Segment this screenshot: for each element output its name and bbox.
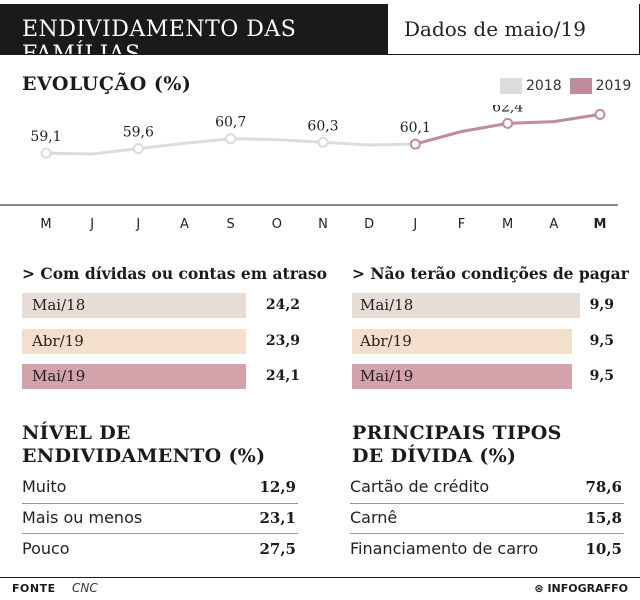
tipos-label-financiamento: Financiamento de carro <box>350 539 539 558</box>
data-label: 62,4 <box>492 105 523 115</box>
title-box: ENDIVIDAMENTO DAS FAMÍLIAS <box>0 4 388 67</box>
footer-source: CNC <box>72 581 98 595</box>
panel-right-label-abr19: Abr/19 <box>360 332 412 350</box>
nivel-label-muito: Muito <box>22 477 67 496</box>
nivel-label-pouco: Pouco <box>22 539 70 558</box>
tipos-value-financiamento: 10,5 <box>585 540 622 558</box>
nivel-title-line1: NÍVEL DE <box>22 422 131 444</box>
data-label: 59,6 <box>123 125 154 141</box>
x-tick-label: N <box>318 217 328 232</box>
data-point-marker <box>317 136 329 148</box>
chart-legend: 2018 2019 <box>500 76 639 96</box>
tipos-title-line1: PRINCIPAIS TIPOS <box>352 422 562 444</box>
data-point-marker <box>409 138 421 150</box>
x-tick-label: A <box>549 217 558 232</box>
data-label: 59,1 <box>30 129 61 145</box>
panel-left-label-mai18: Mai/18 <box>32 296 86 314</box>
data-point-marker <box>132 143 144 155</box>
panel-right-label-mai18: Mai/18 <box>360 296 414 314</box>
panel-right-label-mai19: Mai/19 <box>360 367 414 385</box>
nivel-value-mais-ou-menos: 23,1 <box>259 509 296 527</box>
tipos-value-carne: 15,8 <box>585 509 622 527</box>
x-tick-label: J <box>135 217 140 232</box>
x-tick-label: M <box>594 217 607 232</box>
nivel-divider <box>22 533 298 534</box>
footer-source-label: FONTE <box>12 582 56 595</box>
evolution-title: EVOLUÇÃO (%) <box>22 73 192 95</box>
tipos-label-carne: Carnê <box>350 508 398 527</box>
panel-right-value-mai18: 9,9 <box>589 297 614 313</box>
tipos-label-cartao: Cartão de crédito <box>350 477 490 496</box>
panel-right-value-mai19: 9,5 <box>589 368 614 384</box>
nivel-title-line2: ENDIVIDAMENTO (%) <box>22 445 266 467</box>
legend-label-2019: 2019 <box>595 78 632 94</box>
panel-left-value-mai18: 24,2 <box>265 297 300 313</box>
data-point-marker <box>594 108 606 120</box>
tipos-value-cartao: 78,6 <box>585 478 622 496</box>
panel-left-label-mai19: Mai/19 <box>32 367 86 385</box>
tipos-title-line2: DE DÍVIDA (%) <box>352 445 517 467</box>
data-label: 60,1 <box>400 120 431 136</box>
data-label: 60,3 <box>307 118 338 134</box>
nivel-divider <box>22 503 298 504</box>
tipos-divider <box>350 533 624 534</box>
x-tick-label: A <box>180 217 189 232</box>
panel-right-bar-abr19 <box>352 329 572 354</box>
legend-swatch-2018 <box>500 78 522 94</box>
panel-right-bar-mai18 <box>352 293 580 318</box>
panel-left-bar-mai18 <box>22 293 246 318</box>
data-point-marker <box>40 147 52 159</box>
x-tick-label: S <box>227 217 235 232</box>
legend-swatch-2019 <box>569 78 592 94</box>
panel-left-bar-mai19 <box>22 364 246 389</box>
data-label: 60,7 <box>215 115 246 131</box>
panel-left-value-mai19: 24,1 <box>265 368 300 384</box>
footer-brand: ⊛ INFOGRAFFO <box>534 582 628 595</box>
tipos-divider <box>350 503 624 504</box>
brand-logo-icon: ⊛ <box>534 582 548 595</box>
x-tick-label: D <box>364 217 374 232</box>
footer-divider <box>0 577 640 578</box>
data-point-marker <box>502 117 514 129</box>
nivel-label-mais-ou-menos: Mais ou menos <box>22 508 143 527</box>
panel-right-bar-mai19 <box>352 364 572 389</box>
panel-left-bar-abr19 <box>22 329 246 354</box>
line-chart: 59,1 59,6 60,7 60,3 60,1 62,4 63,4 M J J A S O N D J F M A… <box>0 105 618 232</box>
panel-left-value-abr19: 23,9 <box>265 333 300 349</box>
x-tick-label: J <box>412 217 417 232</box>
legend-label-2018: 2018 <box>526 78 562 94</box>
panel-right-value-abr19: 9,5 <box>589 333 614 349</box>
header-divider <box>0 54 640 55</box>
data-point-marker <box>225 133 237 145</box>
page-subtitle: Dados de maio/19 <box>404 17 586 41</box>
header: ENDIVIDAMENTO DAS FAMÍLIAS Dados de maio… <box>0 0 640 67</box>
x-tick-label: F <box>458 217 465 232</box>
data-label: 63,4 <box>583 105 617 106</box>
x-tick-label: M <box>40 217 51 232</box>
nivel-value-muito: 12,9 <box>259 478 296 496</box>
page-title: ENDIVIDAMENTO DAS FAMÍLIAS <box>22 17 297 67</box>
x-tick-label: O <box>272 217 282 232</box>
x-tick-label: M <box>502 217 513 232</box>
panel-right-title: > Não terão condições de pagar <box>352 264 629 283</box>
panel-left-label-abr19: Abr/19 <box>32 332 84 350</box>
x-tick-label: J <box>89 217 94 232</box>
panel-left-title: > Com dívidas ou contas em atraso <box>22 264 327 283</box>
nivel-value-pouco: 27,5 <box>259 540 296 558</box>
footer-brand-name: INFOGRAFFO <box>547 582 628 595</box>
